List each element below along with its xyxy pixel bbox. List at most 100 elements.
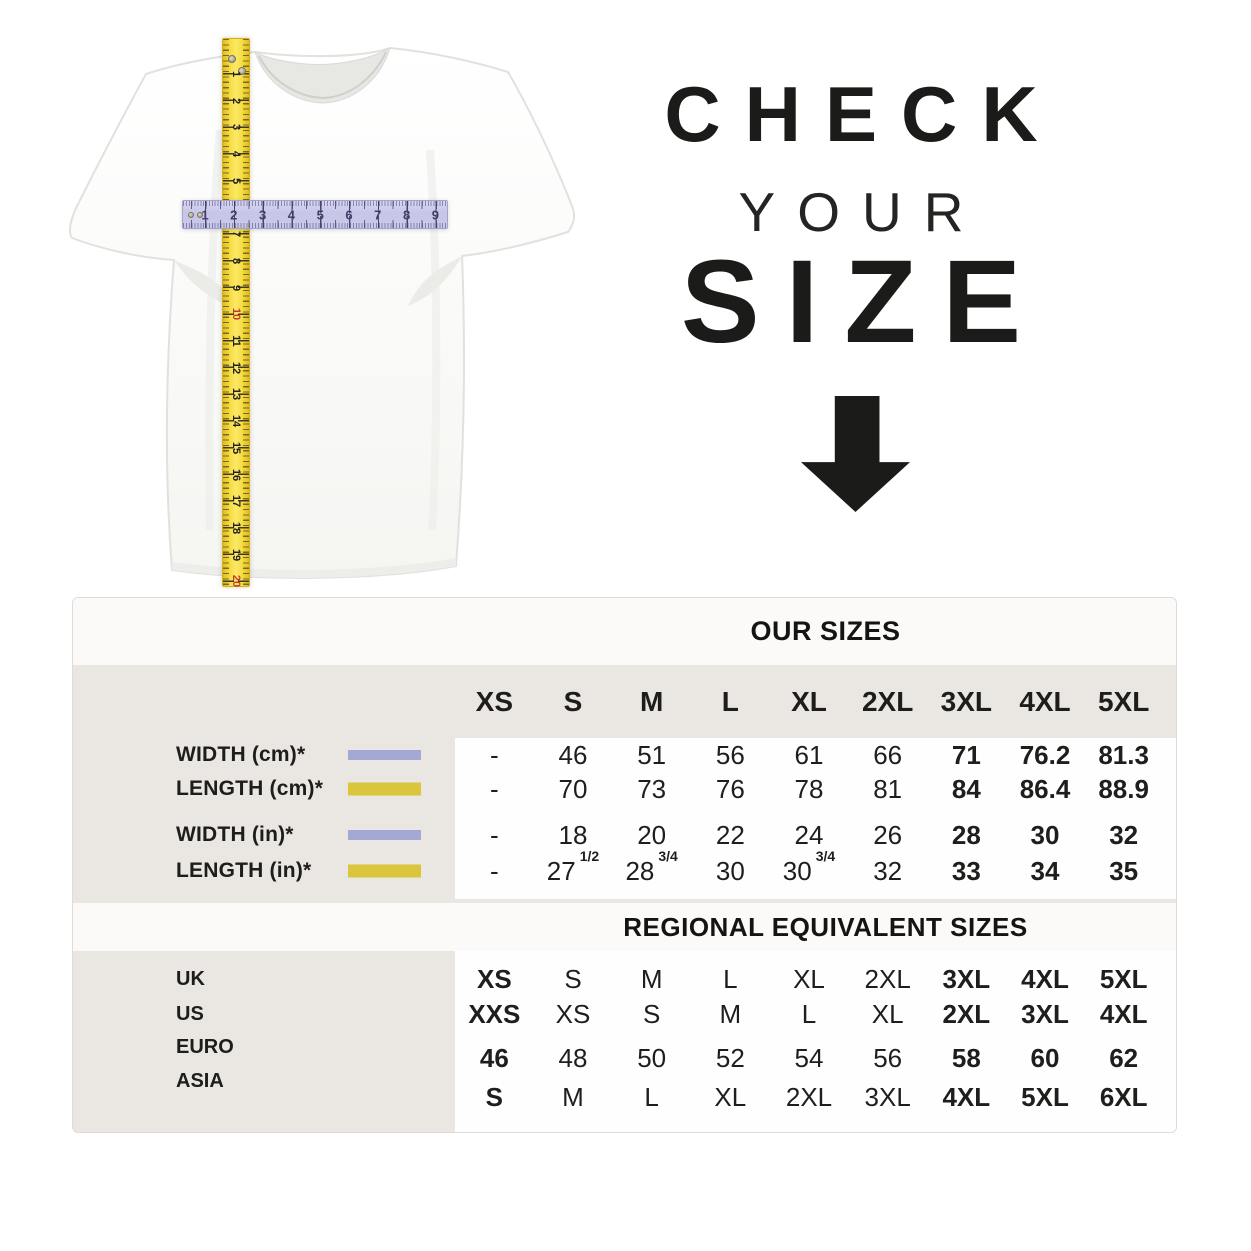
region-row-us: XXS XS S M L XL 2XL 3XL 4XL	[455, 997, 1163, 1031]
size-value: 20	[637, 820, 667, 850]
size-value: 30	[1030, 820, 1060, 850]
tshirt-crease-right	[426, 149, 441, 531]
size-value: M	[640, 964, 663, 994]
ruler-number: 5	[316, 207, 324, 222]
size-value: XL	[871, 999, 904, 1029]
row-label: WIDTH (cm)*	[176, 743, 306, 766]
vertical-measuring-tape: 1234567891011121314151617181920	[222, 38, 250, 587]
tape-number: 9	[230, 284, 242, 291]
ruler-number: 8	[402, 207, 411, 222]
size-value: -	[489, 774, 499, 804]
tape-number: 1	[230, 70, 242, 78]
size-value: 30	[715, 856, 745, 886]
size-value: XL	[714, 1082, 747, 1112]
hero-headline: CHECK YOUR SIZE	[626, 0, 1076, 560]
size-value: M	[562, 1082, 584, 1112]
size-value: 50	[637, 1043, 667, 1073]
our-sizes-band: OUR SIZES	[73, 598, 1176, 665]
size-value: 58	[951, 1043, 981, 1073]
fraction: 3/4	[658, 848, 678, 865]
size-value: 81.3	[1098, 740, 1149, 770]
tshirt-image	[68, 46, 576, 579]
tape-number: 5	[230, 177, 242, 184]
size-value: 5XL	[1021, 1082, 1069, 1112]
size-value: 32	[1109, 820, 1139, 850]
size-value: M	[719, 999, 742, 1029]
size-value: 22	[715, 820, 745, 850]
size-value: 76.2	[1019, 740, 1071, 770]
column-header: 2XL	[861, 686, 914, 717]
size-value: 88.9	[1098, 774, 1149, 804]
ruler-number: 7	[374, 207, 382, 222]
size-value: -	[489, 820, 499, 850]
tape-rivet	[228, 55, 236, 63]
size-chart-table: OUR SIZES XS S M L XL 2XL 3XL 4XL 5XL WI…	[72, 597, 1177, 1133]
size-value: 54	[794, 1043, 824, 1073]
measurements-panel	[455, 738, 1176, 899]
size-value: 56	[873, 1043, 903, 1073]
column-header: 3XL	[940, 686, 992, 717]
size-value: 73	[637, 774, 667, 804]
hero-line-size: SIZE	[680, 236, 1048, 368]
column-header: L	[721, 686, 739, 717]
column-header: 4XL	[1019, 686, 1071, 717]
size-value: 2XL	[942, 999, 991, 1029]
region-label-us: US	[176, 1003, 204, 1025]
tape-number: 11	[230, 335, 242, 347]
width-legend-bar	[348, 830, 421, 840]
size-value: 18	[558, 820, 588, 850]
size-value: 48	[558, 1043, 588, 1073]
hero-line-your: YOUR	[738, 181, 986, 243]
size-value: 51	[637, 740, 667, 770]
fraction: 3/4	[815, 848, 836, 865]
tape-number: 10	[230, 308, 242, 321]
regional-sizes-title: REGIONAL EQUIVALENT SIZES	[623, 912, 1028, 942]
size-value: 2XL	[785, 1082, 833, 1112]
size-value: 78	[794, 774, 824, 804]
size-value: 60	[1030, 1043, 1060, 1073]
column-header: XL	[791, 686, 827, 717]
tape-number: 18	[230, 521, 242, 535]
tape-number: 12	[230, 361, 242, 374]
size-value: 5XL	[1099, 964, 1148, 994]
column-header: M	[639, 686, 664, 717]
size-value: S	[564, 964, 582, 994]
table-row: LENGTH (in)* - 27 1/2 28 3/4 30 30 3/4 32 3…	[73, 849, 1176, 888]
size-value: 52	[715, 1043, 745, 1073]
ruler-number: 4	[287, 207, 296, 222]
length-legend-bar	[348, 782, 421, 796]
tape-number: 15	[230, 441, 242, 454]
tape-number: 19	[230, 548, 242, 561]
tape-rivet	[238, 67, 246, 75]
ruler-number: 6	[345, 207, 353, 222]
size-value: XXS	[468, 999, 521, 1029]
size-value: 61	[794, 740, 824, 770]
ruler-number: 3	[258, 207, 267, 222]
size-value: 26	[873, 820, 903, 850]
tape-number: 17	[230, 495, 242, 508]
size-value: 33	[951, 856, 981, 886]
length-legend-bar	[348, 864, 421, 878]
regional-sizes-band: REGIONAL EQUIVALENT SIZES	[73, 903, 1176, 951]
size-value: L	[723, 964, 738, 994]
table-row: LENGTH (cm)* - 70 73 76 78 81 84 86.4 88…	[73, 772, 1176, 806]
tshirt-crease-left	[205, 129, 224, 531]
column-header: 5XL	[1097, 686, 1150, 717]
size-value: 62	[1109, 1043, 1139, 1073]
column-header: S	[563, 686, 583, 717]
size-value: 3XL	[864, 1082, 911, 1112]
tape-number: 13	[230, 388, 242, 401]
size-value: XS	[555, 999, 591, 1029]
row-values: - 18 20 22 24 26 28 30 32	[455, 818, 1163, 852]
regional-panel	[455, 951, 1176, 1132]
tape-number: 4	[230, 151, 242, 158]
row-values: - 70 73 76 78 81 84 86.4 88.9	[455, 772, 1163, 806]
row-values: - 46 51 56 61 66 71 76.2 81.3	[455, 738, 1163, 772]
region-row-uk: XS S M L XL 2XL 3XL 4XL 5XL	[455, 962, 1163, 996]
size-value: 34	[1030, 856, 1060, 886]
row-label: LENGTH (cm)*	[176, 777, 324, 800]
table-row: WIDTH (cm)* - 46 51 56 61 66 71 76.2 81.…	[73, 738, 1176, 772]
size-value: S	[642, 999, 661, 1029]
size-value: XS	[476, 964, 512, 994]
size-value: XL	[793, 964, 825, 994]
